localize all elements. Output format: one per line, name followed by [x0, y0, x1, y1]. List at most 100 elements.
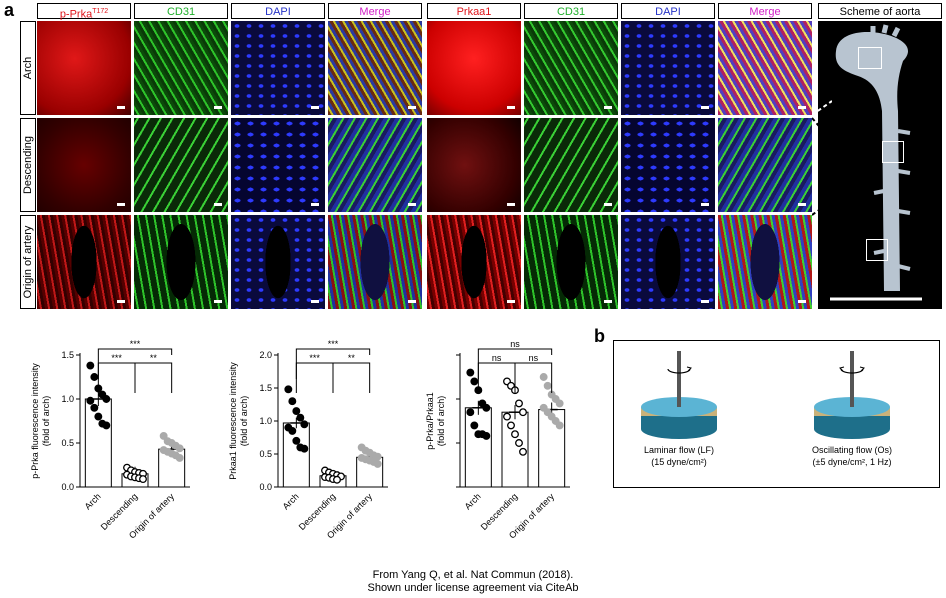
image-caption: From Yang Q, et al. Nat Commun (2018). S… — [0, 569, 946, 595]
micrograph-cd31-descending-2 — [524, 118, 618, 212]
significance-label: *** — [111, 353, 122, 363]
micrograph-p-prka-arch — [37, 21, 131, 115]
data-point — [175, 454, 184, 462]
data-point — [288, 426, 297, 435]
header-merge-2: Merge — [718, 3, 812, 19]
bar — [538, 409, 566, 488]
data-point — [519, 447, 527, 456]
micrograph-merge-arch-2 — [718, 21, 812, 115]
data-point — [543, 381, 552, 390]
caption-line-1: From Yang Q, et al. Nat Commun (2018). — [372, 569, 574, 581]
data-point — [555, 399, 564, 408]
micrograph-merge-descending-2 — [718, 118, 812, 212]
y-tick-label: 1.5 — [259, 383, 272, 393]
significance-bracket — [97, 362, 136, 393]
data-point — [159, 432, 168, 440]
data-point — [539, 373, 548, 381]
data-point — [90, 373, 99, 381]
data-point — [373, 459, 382, 468]
significance-label: *** — [328, 339, 339, 349]
chart-prkaa1: Prkaa1 fluorescence intensity(fold of ar… — [228, 339, 388, 541]
significance-label: ns — [492, 353, 502, 363]
micrograph-p-prka-descending — [37, 118, 131, 212]
data-point — [300, 444, 309, 453]
data-point — [470, 421, 479, 430]
y-tick-label: 1.5 — [61, 350, 74, 360]
row-label-descending: Descending — [20, 118, 36, 212]
header-cd31-2: CD31 — [524, 3, 618, 19]
micrograph-dapi-arch-2 — [621, 21, 715, 115]
header-scheme: Scheme of aorta — [818, 3, 942, 19]
significance-label: *** — [309, 353, 320, 363]
data-point — [515, 439, 523, 447]
y-tick-label: 1.0 — [61, 394, 74, 404]
data-point — [296, 413, 305, 422]
data-point — [86, 361, 95, 370]
micrograph-cd31-origin — [134, 215, 228, 309]
bar — [84, 398, 112, 488]
scheme-box-arch — [858, 47, 882, 69]
micrograph-merge-origin-2 — [718, 215, 812, 309]
row-label-arch: Arch — [20, 21, 36, 115]
y-tick-label: 0.0 — [259, 482, 272, 492]
micrograph-cd31-origin-2 — [524, 215, 618, 309]
significance-bracket — [134, 362, 173, 393]
micrograph-dapi-descending — [231, 118, 325, 212]
data-point — [555, 421, 564, 430]
laminar-dish — [641, 351, 717, 439]
scheme-box-descending — [882, 141, 904, 163]
y-tick-label: 0.5 — [61, 438, 74, 448]
caption-line-2: Shown under license agreement via CiteAb — [367, 582, 579, 594]
oscillating-dish — [814, 351, 890, 439]
bar — [464, 407, 492, 488]
oscillating-rate: (±5 dyne/cm², 1 Hz) — [813, 457, 892, 467]
data-point — [90, 403, 99, 412]
micrograph-cd31-descending — [134, 118, 228, 212]
data-point — [482, 432, 491, 440]
chart-p-prka: p-Prka fluorescence intensity(fold of ar… — [30, 339, 190, 541]
micrograph-dapi-origin-2 — [621, 215, 715, 309]
micrograph-dapi-arch — [231, 21, 325, 115]
laminar-label: Laminar flow (LF) — [644, 445, 714, 455]
data-point — [94, 412, 103, 421]
data-point — [300, 420, 309, 429]
significance-bracket — [97, 348, 173, 379]
aorta-scheme-image — [818, 21, 942, 309]
micrograph-prkaa1-origin — [427, 215, 521, 309]
micrograph-cd31-arch-2 — [524, 21, 618, 115]
data-point — [466, 368, 475, 377]
data-point — [515, 399, 523, 408]
y-tick-label: 1.0 — [259, 416, 272, 426]
significance-label: *** — [130, 339, 141, 349]
flow-illustration: Laminar flow (LF) (15 dyne/cm²) Oscillat… — [641, 351, 892, 467]
header-prkaa1: Prkaa1 — [427, 3, 521, 19]
micrograph-prkaa1-descending — [427, 118, 521, 212]
significance-bracket — [332, 362, 371, 393]
header-cd31-1: CD31 — [134, 3, 228, 19]
data-point — [284, 385, 293, 394]
row-label-origin: Origin of artery — [20, 215, 36, 309]
micrograph-dapi-origin — [231, 215, 325, 309]
significance-label: ns — [529, 353, 539, 363]
y-tick-label: 0.0 — [61, 482, 74, 492]
significance-bracket — [514, 362, 553, 393]
data-point — [102, 395, 111, 403]
aorta-drawing — [830, 24, 922, 301]
panel-b-label: b — [594, 326, 605, 346]
data-point — [292, 436, 301, 445]
x-tick-label: Arch — [463, 491, 483, 511]
significance-bracket — [295, 348, 371, 379]
data-point — [503, 412, 511, 421]
micrograph-merge-descending — [328, 118, 422, 212]
data-point — [175, 444, 184, 453]
data-point — [333, 475, 341, 484]
y-axis-label: p-Prka/Prkaa1(fold of arch) — [425, 392, 446, 450]
data-point — [288, 397, 297, 406]
scheme-connectors — [812, 100, 832, 216]
y-axis-label: Prkaa1 fluorescence intensity(fold of ar… — [228, 362, 249, 480]
data-point — [86, 396, 95, 405]
data-point — [139, 475, 147, 484]
header-p-prka: p-PrkaT172 — [37, 3, 131, 21]
data-point — [511, 430, 519, 439]
y-tick-label: 2.0 — [259, 350, 272, 360]
